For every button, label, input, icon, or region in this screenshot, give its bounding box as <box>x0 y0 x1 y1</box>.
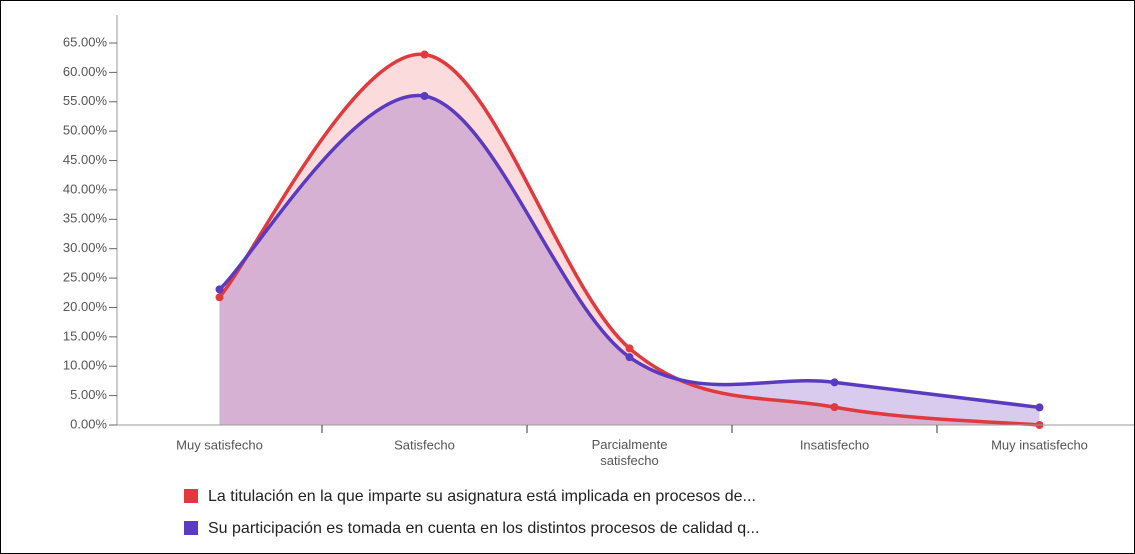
y-tick-label: 25.00% <box>63 270 108 285</box>
x-tick-label: Insatisfecho <box>800 437 869 452</box>
x-tick-label: Muy satisfecho <box>176 437 263 452</box>
legend-swatch <box>184 521 198 535</box>
area <box>219 95 1040 425</box>
point <box>420 92 429 101</box>
x-tick-label-line: satisfecho <box>600 453 659 468</box>
line <box>218 52 1040 427</box>
point <box>215 293 224 302</box>
y-tick-label: 55.00% <box>63 93 108 108</box>
y-tick-label: 0.00% <box>70 416 107 431</box>
y-tick-label: 50.00% <box>63 123 108 138</box>
line <box>218 94 1040 410</box>
y-tick-label: 15.00% <box>63 328 108 343</box>
point <box>1035 403 1044 412</box>
y-tick-label: 30.00% <box>63 240 108 255</box>
x-tick-label: Satisfecho <box>394 437 455 452</box>
y-tick-label: 40.00% <box>63 181 108 196</box>
area <box>219 54 1040 426</box>
x-tick-label: Muy insatisfecho <box>991 437 1088 452</box>
y-tick-label: 10.00% <box>63 358 108 373</box>
x-tick-label-line: Parcialmente <box>592 437 668 452</box>
point <box>625 344 634 353</box>
point <box>830 403 839 412</box>
y-tick-label: 45.00% <box>63 152 108 167</box>
legend-text: Su participación es tomada en cuenta en … <box>208 520 759 537</box>
y-tick-label: 35.00% <box>63 211 108 226</box>
point <box>420 50 429 59</box>
y-tick-label: 20.00% <box>63 299 108 314</box>
y-tick-label: 60.00% <box>63 64 108 79</box>
legend-swatch <box>184 489 198 503</box>
point <box>215 285 224 294</box>
x-tick-label: Parcialmente satisfecho <box>592 437 668 468</box>
point <box>625 353 634 362</box>
point <box>830 378 839 387</box>
y-tick-label: 65.00% <box>63 34 108 49</box>
legend-text: La titulación en la que imparte su asign… <box>208 488 756 505</box>
y-tick-label: 5.00% <box>70 387 107 402</box>
